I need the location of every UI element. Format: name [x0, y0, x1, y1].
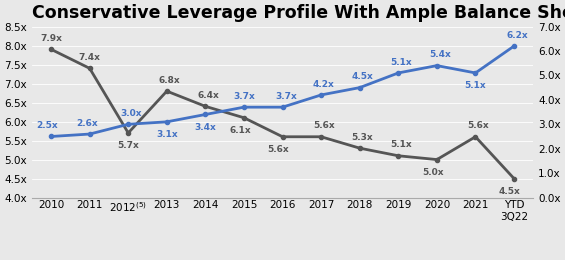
Text: 3.4x: 3.4x: [194, 123, 216, 132]
Text: 3.7x: 3.7x: [276, 92, 298, 101]
Text: 5.4x: 5.4x: [429, 50, 450, 59]
Text: 2.5x: 2.5x: [36, 121, 58, 130]
Text: 4.5x: 4.5x: [499, 187, 521, 196]
Text: 6.8x: 6.8x: [159, 76, 180, 85]
Text: 3.1x: 3.1x: [156, 130, 177, 139]
Text: 5.6x: 5.6x: [467, 121, 489, 131]
Text: 4.2x: 4.2x: [313, 80, 335, 89]
Text: 3.7x: 3.7x: [233, 92, 255, 101]
Text: 7.4x: 7.4x: [79, 53, 101, 62]
Text: 5.1x: 5.1x: [464, 81, 486, 90]
Text: 6.1x: 6.1x: [229, 126, 251, 135]
Text: 5.7x: 5.7x: [118, 141, 139, 150]
Text: 5.3x: 5.3x: [351, 133, 373, 142]
Text: Conservative Leverage Profile With Ample Balance Sheet Capacity: Conservative Leverage Profile With Ample…: [32, 4, 565, 22]
Text: 5.6x: 5.6x: [268, 145, 289, 154]
Text: 7.9x: 7.9x: [40, 34, 62, 43]
Text: 5.1x: 5.1x: [390, 140, 412, 150]
Text: 5.6x: 5.6x: [313, 121, 334, 131]
Text: 5.0x: 5.0x: [422, 168, 444, 177]
Text: 5.1x: 5.1x: [390, 58, 412, 67]
Text: 4.5x: 4.5x: [351, 72, 373, 81]
Text: 3.0x: 3.0x: [120, 109, 142, 118]
Text: 2.6x: 2.6x: [76, 119, 98, 128]
Text: 6.2x: 6.2x: [506, 31, 528, 40]
Text: 6.4x: 6.4x: [197, 91, 219, 100]
